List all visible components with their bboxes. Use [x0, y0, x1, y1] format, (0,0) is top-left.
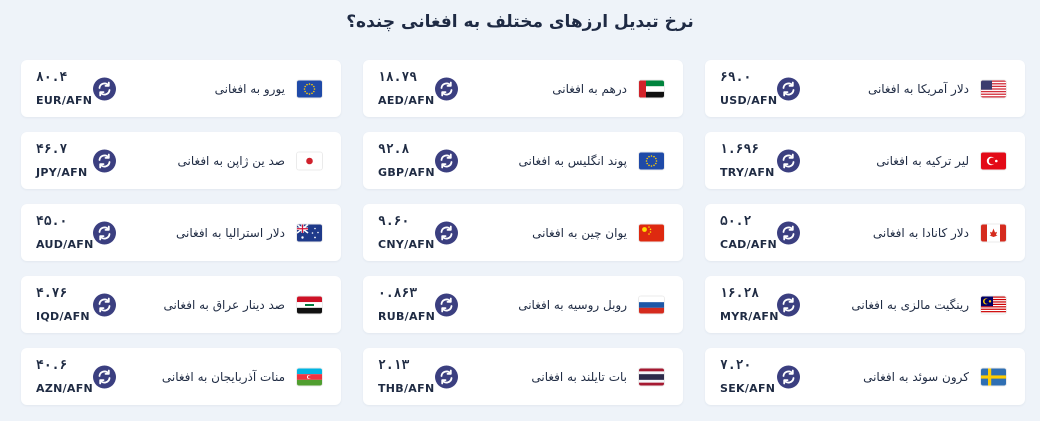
- rate-card[interactable]: لیر ترکیه به افغانی ۱.۶۹۶ TRY/AFN: [705, 132, 1025, 189]
- exchange-icon[interactable]: [777, 149, 800, 172]
- currency-name: رینگیت مالزی به افغانی: [851, 297, 969, 312]
- rate-card[interactable]: پوند انگلیس به افغانی ۹۲.۸ GBP/AFN: [363, 132, 683, 189]
- currency-name: یوان چین به افغانی: [532, 225, 627, 240]
- malaysia-flag-icon: [981, 296, 1006, 313]
- thailand-flag-icon: [639, 368, 664, 385]
- exchange-icon[interactable]: [777, 77, 800, 100]
- rate-value: ۵۰.۲: [720, 214, 752, 229]
- currency-pair: RUB/AFN: [378, 310, 436, 323]
- azerbaijan-flag-icon: [297, 368, 322, 385]
- rate-card[interactable]: یورو به افغانی ۸۰.۴ EUR/AFN: [21, 60, 341, 117]
- rate-value: ۱۶.۲۸: [720, 286, 760, 301]
- eu-flag-icon: [639, 152, 664, 169]
- currency-pair: CNY/AFN: [378, 238, 435, 251]
- rate-value: ۶۹.۰: [720, 70, 752, 85]
- russia-flag-icon: [639, 296, 664, 313]
- currency-pair: IQD/AFN: [36, 310, 90, 323]
- rate-card[interactable]: یوان چین به افغانی ۹.۶۰ CNY/AFN: [363, 204, 683, 261]
- rate-card[interactable]: درهم به افغانی ۱۸.۷۹ AED/AFN: [363, 60, 683, 117]
- rate-value: ۲.۱۳: [378, 358, 410, 373]
- rate-value: ۱.۶۹۶: [720, 142, 760, 157]
- currency-pair: AED/AFN: [378, 94, 435, 107]
- china-flag-icon: [639, 224, 664, 241]
- exchange-icon[interactable]: [777, 293, 800, 316]
- rate-value: ۰.۸۶۳: [378, 286, 418, 301]
- rate-card[interactable]: صد دینار عراق به افغانی ۴.۷۶ IQD/AFN: [21, 276, 341, 333]
- currency-name: درهم به افغانی: [552, 81, 627, 96]
- uae-flag-icon: [639, 80, 664, 97]
- sweden-flag-icon: [981, 368, 1006, 385]
- exchange-icon[interactable]: [435, 293, 458, 316]
- currency-name: بات تایلند به افغانی: [531, 369, 627, 384]
- currency-name: پوند انگلیس به افغانی: [518, 153, 627, 168]
- currency-name: دلار آمریکا به افغانی: [867, 81, 969, 96]
- currency-pair: THB/AFN: [378, 382, 435, 395]
- currency-name: صد دینار عراق به افغانی: [163, 297, 285, 312]
- currency-pair: EUR/AFN: [36, 94, 93, 107]
- exchange-icon[interactable]: [435, 365, 458, 388]
- rate-card[interactable]: رینگیت مالزی به افغانی ۱۶.۲۸ MYR/AFN: [705, 276, 1025, 333]
- exchange-icon[interactable]: [93, 293, 116, 316]
- exchange-rate-grid: دلار آمریکا به افغانی ۶۹.۰ USD/AFN درهم به…: [21, 60, 1025, 405]
- currency-pair: TRY/AFN: [720, 166, 775, 179]
- japan-flag-icon: [297, 152, 322, 169]
- rate-value: ۴۰.۶: [36, 358, 68, 373]
- australia-flag-icon: [297, 224, 322, 241]
- page-title: نرخ تبدیل ارزهای مختلف به افغانی چنده؟: [346, 12, 694, 32]
- rate-value: ۴۶.۷: [36, 142, 68, 157]
- rate-card[interactable]: بات تایلند به افغانی ۲.۱۳ THB/AFN: [363, 348, 683, 405]
- rate-card[interactable]: صد ین ژاپن به افغانی ۴۶.۷ JPY/AFN: [21, 132, 341, 189]
- currency-pair: GBP/AFN: [378, 166, 435, 179]
- rate-value: ۸۰.۴: [36, 70, 68, 85]
- currency-name: یورو به افغانی: [214, 81, 285, 96]
- rate-card[interactable]: منات آذربایجان به افغانی ۴۰.۶ AZN/AFN: [21, 348, 341, 405]
- currency-name: دلار کانادا به افغانی: [872, 225, 969, 240]
- iraq-flag-icon: [297, 296, 322, 313]
- eu-flag-icon: [297, 80, 322, 97]
- rate-value: ۷.۲۰: [720, 358, 752, 373]
- currency-name: صد ین ژاپن به افغانی: [177, 153, 285, 168]
- currency-name: لیر ترکیه به افغانی: [876, 153, 969, 168]
- rate-value: ۱۸.۷۹: [378, 70, 418, 85]
- currency-pair: USD/AFN: [720, 94, 778, 107]
- currency-name: منات آذربایجان به افغانی: [161, 369, 285, 384]
- currency-pair: AUD/AFN: [36, 238, 94, 251]
- currency-name: دلار استرالیا به افغانی: [176, 225, 285, 240]
- rate-card[interactable]: کرون سوئد به افغانی ۷.۲۰ SEK/AFN: [705, 348, 1025, 405]
- currency-pair: AZN/AFN: [36, 382, 94, 395]
- exchange-icon[interactable]: [93, 149, 116, 172]
- exchange-icon[interactable]: [435, 77, 458, 100]
- rate-value: ۹۲.۸: [378, 142, 410, 157]
- canada-flag-icon: [981, 224, 1006, 241]
- rate-card[interactable]: دلار استرالیا به افغانی ۴۵.۰ AUD/AFN: [21, 204, 341, 261]
- currency-name: کرون سوئد به افغانی: [863, 369, 969, 384]
- currency-pair: JPY/AFN: [36, 166, 88, 179]
- currency-name: روبل روسیه به افغانی: [518, 297, 627, 312]
- us-flag-icon: [981, 80, 1006, 97]
- currency-pair: CAD/AFN: [720, 238, 778, 251]
- exchange-icon[interactable]: [777, 365, 800, 388]
- exchange-icon[interactable]: [93, 365, 116, 388]
- turkey-flag-icon: [981, 152, 1006, 169]
- exchange-icon[interactable]: [93, 77, 116, 100]
- exchange-icon[interactable]: [93, 221, 116, 244]
- rate-value: ۹.۶۰: [378, 214, 410, 229]
- exchange-icon[interactable]: [777, 221, 800, 244]
- rate-card[interactable]: روبل روسیه به افغانی ۰.۸۶۳ RUB/AFN: [363, 276, 683, 333]
- rate-value: ۴.۷۶: [36, 286, 68, 301]
- exchange-icon[interactable]: [435, 221, 458, 244]
- currency-pair: SEK/AFN: [720, 382, 776, 395]
- rate-card[interactable]: دلار آمریکا به افغانی ۶۹.۰ USD/AFN: [705, 60, 1025, 117]
- rate-value: ۴۵.۰: [36, 214, 68, 229]
- rate-card[interactable]: دلار کانادا به افغانی ۵۰.۲ CAD/AFN: [705, 204, 1025, 261]
- exchange-icon[interactable]: [435, 149, 458, 172]
- currency-pair: MYR/AFN: [720, 310, 779, 323]
